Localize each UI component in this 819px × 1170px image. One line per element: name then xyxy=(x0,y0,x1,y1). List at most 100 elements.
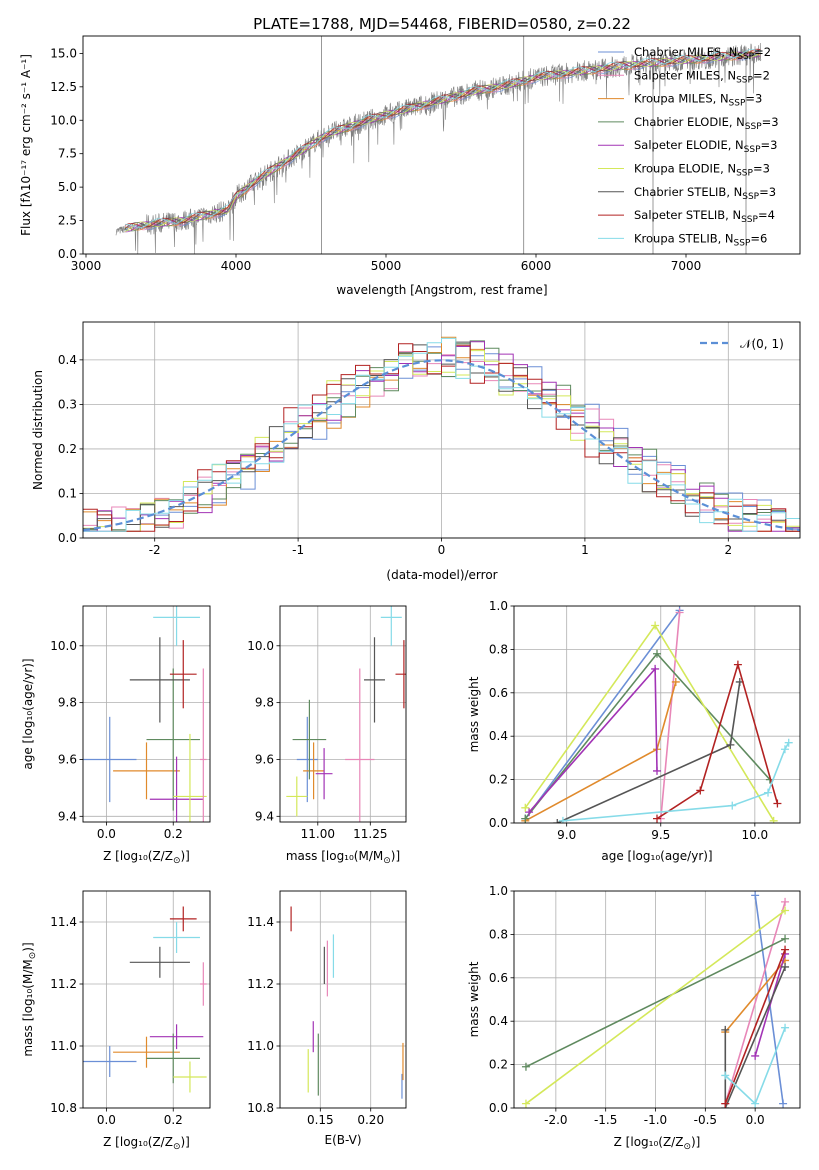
axis-ticks: 0.0 0.2 10.8 11.0 11.2 11.4 xyxy=(50,915,183,1127)
legend-entry-salpeter_stelib: Salpeter STELIB, NSSP=4 xyxy=(634,208,775,225)
y-tick-label: 9.6 xyxy=(255,752,274,766)
legend-entry-chabrier_elodie-sub: SSP xyxy=(745,122,762,132)
y-tick-label: 0.4 xyxy=(489,729,508,743)
weight-line-salpeter_elodie xyxy=(529,669,657,812)
legend-entry-salpeter_miles-main: Salpeter MILES, N xyxy=(634,68,736,82)
y-axis-label: mass weight xyxy=(467,676,481,752)
legend-entry-salpeter_miles: Salpeter MILES, NSSP=2 xyxy=(634,68,770,85)
legend-entry-salpeter_elodie: Salpeter ELODIE, NSSP=3 xyxy=(634,138,777,155)
x-tick-label: 6000 xyxy=(521,259,552,273)
y-tick-label: 9.4 xyxy=(255,809,274,823)
x-tick-label: 7000 xyxy=(671,259,702,273)
weight-marker-kroupa_stelib xyxy=(764,789,772,797)
y-axis-label: mass weight xyxy=(467,961,481,1037)
y-tick-label: 5.0 xyxy=(58,180,77,194)
legend-entry-salpeter_stelib-sub: SSP xyxy=(741,215,758,225)
y-tick-label: 10.0 xyxy=(50,113,77,127)
plot-area xyxy=(514,606,800,827)
mass-vs-ebv-panel: 0.15 0.2010.811.011.211.4E(B-V) xyxy=(247,891,406,1147)
y-tick-label: 15.0 xyxy=(50,46,77,60)
figure-title: PLATE=1788, MJD=54468, FIBERID=0580, z=0… xyxy=(253,15,631,33)
axis-ticks: -2.0 -1.5 -1.0 -0.5 0.00.00.20.40.60.81.0 xyxy=(489,884,765,1127)
x-axis-label: Z [log₁₀(Z/Z⊙)] xyxy=(103,1135,190,1152)
legend-entry-salpeter_miles-tail: =2 xyxy=(753,68,770,82)
x-axis-label-main: Z [log₁₀(Z/Z xyxy=(103,1135,173,1149)
y-tick-label: 10.0 xyxy=(50,639,77,653)
x-tick-label: 9.0 xyxy=(557,828,576,842)
y-axis-label: age [log₁₀(age/yr)] xyxy=(21,658,35,769)
y-axis-label-sub: ⊙ xyxy=(28,952,38,960)
legend-entry-chabrier_elodie-main: Chabrier ELODIE, N xyxy=(634,115,745,129)
x-axis-label: wavelength [Angstrom, rest frame] xyxy=(336,283,547,297)
y-tick-label: 11.2 xyxy=(247,977,274,991)
legend-entry-kroupa_miles-main: Kroupa MILES, N xyxy=(634,92,729,106)
x-tick-label: 11.00 xyxy=(301,827,335,841)
weight-marker-salpeter_stelib xyxy=(653,815,661,823)
x-axis-label: mass [log₁₀(M/M⊙)] xyxy=(286,849,400,866)
y-tick-label: 0.2 xyxy=(58,442,77,456)
y-tick-label: 0.4 xyxy=(489,1014,508,1028)
x-tick-label: 0.2 xyxy=(164,827,183,841)
x-axis-label: Z [log₁₀(Z/Z⊙)] xyxy=(614,1135,701,1152)
legend-entry-salpeter_miles-sub: SSP xyxy=(736,75,753,85)
legend-entry-kroupa_elodie-sub: SSP xyxy=(736,169,753,179)
weight-marker-chabrier_miles xyxy=(779,1100,787,1108)
x-axis-label-sub: ⊙ xyxy=(383,856,391,866)
x-tick-label: -1 xyxy=(292,543,304,557)
weight-line-kroupa_elodie xyxy=(525,626,773,821)
y-tick-label: 10.8 xyxy=(247,1101,274,1115)
plot-area xyxy=(280,891,406,1108)
plot-area xyxy=(514,891,800,1112)
y-tick-label: 1.0 xyxy=(489,599,508,613)
axes-frame xyxy=(280,891,406,1108)
legend-entry-salpeter_stelib-main: Salpeter STELIB, N xyxy=(634,208,741,222)
legend-entry-salpeter_elodie-main: Salpeter ELODIE, N xyxy=(634,138,744,152)
axes-frame xyxy=(83,891,210,1108)
x-tick-label: -2 xyxy=(149,543,161,557)
x-tick-label: 11.25 xyxy=(353,827,387,841)
weight-marker-kroupa_stelib xyxy=(728,802,736,810)
axis-ticks: 3000 4000 5000 6000 70000.02.55.07.510.012.5… xyxy=(50,46,701,273)
y-tick-label: 0.2 xyxy=(489,773,508,787)
y-tick-label: 11.2 xyxy=(50,977,77,991)
weight-marker-chabrier_elodie xyxy=(522,1063,530,1071)
legend-entry-kroupa_stelib-main: Kroupa STELIB, N xyxy=(634,231,734,245)
y-tick-label: 0.0 xyxy=(489,1101,508,1115)
y-tick-label: 9.6 xyxy=(58,752,77,766)
axis-ticks: 0.15 0.2010.811.011.211.4 xyxy=(247,915,384,1127)
legend-entry-kroupa_stelib-tail: =6 xyxy=(750,231,767,245)
y-axis-label: Normed distribution xyxy=(31,370,45,490)
legend-entry-salpeter_stelib-tail: =4 xyxy=(758,208,775,222)
y-tick-label: 9.4 xyxy=(58,809,77,823)
x-axis-label-sub: ⊙ xyxy=(173,856,181,866)
spectrum-panel: 3000 4000 5000 6000 7000 0.0 2.5 5.0 7.5 10.0 12.5… xyxy=(19,36,800,297)
legend: 𝒩(0, 1) xyxy=(700,337,784,351)
weight-marker-chabrier_elodie xyxy=(781,935,789,943)
y-axis-label-tail: )] xyxy=(21,942,35,951)
x-tick-label: 2 xyxy=(724,543,732,557)
x-tick-label: 0.20 xyxy=(357,1113,384,1127)
y-tick-label: 0.0 xyxy=(489,816,508,830)
x-tick-label: -2.0 xyxy=(544,1113,567,1127)
y-tick-label: 10.8 xyxy=(50,1101,77,1115)
residual-histogram-panel: -2 -1 0 1 2 0.0 0.1 0.2 0.3 0.4 𝒩(0, 1) (data-model… xyxy=(31,322,800,582)
legend-entry-kroupa_elodie: Kroupa ELODIE, NSSP=3 xyxy=(634,162,770,179)
legend-entry-kroupa_stelib-sub: SSP xyxy=(734,238,751,248)
y-tick-label: 2.5 xyxy=(58,214,77,228)
y-tick-label: 11.0 xyxy=(247,1039,274,1053)
x-tick-label: 0.2 xyxy=(164,1113,183,1127)
x-tick-label: 10.0 xyxy=(741,828,768,842)
y-tick-label: 0.1 xyxy=(58,486,77,500)
legend-entry-chabrier_stelib-tail: =3 xyxy=(759,185,776,199)
legend-entry-gaussian: 𝒩(0, 1) xyxy=(740,337,784,351)
y-tick-label: 12.5 xyxy=(50,80,77,94)
legend-entry-kroupa_elodie-main: Kroupa ELODIE, N xyxy=(634,162,736,176)
legend-entry-chabrier_stelib-sub: SSP xyxy=(742,192,759,202)
legend-entry-chabrier_stelib: Chabrier STELIB, NSSP=3 xyxy=(634,185,776,202)
legend-entry-salpeter_elodie-sub: SSP xyxy=(744,145,761,155)
x-axis-label-tail: )] xyxy=(180,1135,189,1149)
x-tick-label: 0 xyxy=(438,543,446,557)
x-axis-label-tail: )] xyxy=(180,849,189,863)
x-tick-label: 0.0 xyxy=(746,1113,765,1127)
y-tick-label: 0.8 xyxy=(489,642,508,656)
